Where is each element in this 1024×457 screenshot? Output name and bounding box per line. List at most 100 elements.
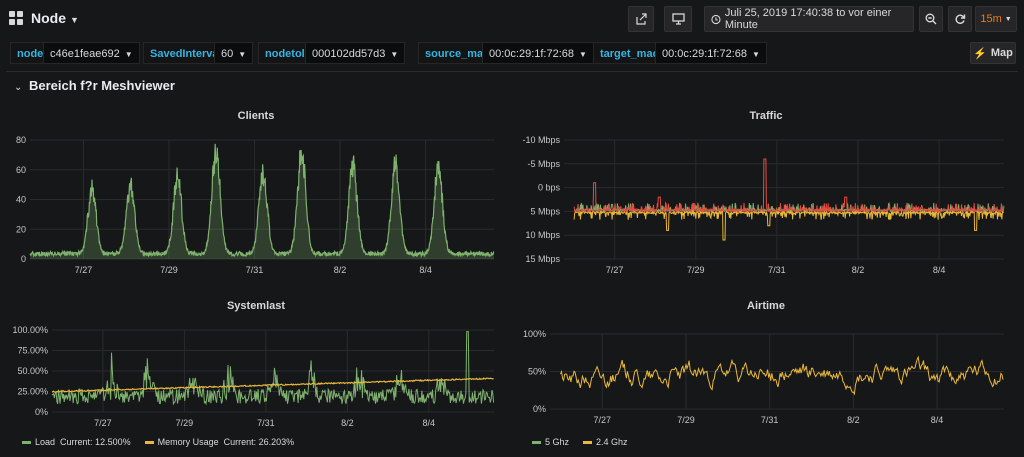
y-tick-label: 0% — [35, 407, 48, 417]
y-tick-label: 100% — [523, 329, 546, 339]
x-tick-label: 7/31 — [246, 265, 264, 275]
share-button[interactable] — [628, 6, 654, 32]
legend-item-5ghz[interactable]: 5 Ghz — [532, 437, 569, 447]
clock-icon — [711, 14, 721, 24]
share-icon — [636, 13, 647, 25]
x-tick-label: 8/2 — [847, 415, 860, 425]
time-range-label: Juli 25, 2019 17:40:38 to vor einer Minu… — [724, 7, 892, 31]
traffic-chart[interactable]: 15 Mbps 10 Mbps 5 Mbps 0 bps -5 Mbps -10 Mbps… — [514, 104, 1018, 284]
variable-select-nodetolink[interactable]: 000102dd57d3 ▼ — [305, 42, 406, 64]
clients-chart[interactable]: 0 20 40 60 80 7/27 7/29 7/31 8/2 8/4 — [6, 104, 506, 284]
legend-label: 5 Ghz — [545, 437, 570, 447]
legend-swatch — [144, 441, 154, 445]
variable-select-target-mac[interactable]: 00:0c:29:1f:72:68 ▼ — [655, 42, 767, 64]
legend-swatch — [22, 441, 31, 445]
refresh-icon — [955, 14, 966, 24]
x-tick-label: 8/4 — [931, 415, 944, 425]
y-tick-label: 0 bps — [538, 183, 561, 193]
x-tick-label: 8/2 — [852, 265, 865, 275]
x-tick-label: 7/29 — [160, 265, 178, 275]
top-navbar: Node ▼ Juli 25, 2019 17:40:38 to vor ein… — [0, 0, 1024, 38]
row-title[interactable]: Bereich f?r Meshviewer — [29, 78, 175, 93]
y-tick-label: 50.00% — [17, 366, 48, 376]
zoom-out-icon — [925, 13, 937, 25]
y-tick-label: 80 — [16, 135, 26, 145]
panel-traffic[interactable]: Traffic 15 Mbps 10 Mbps 5 Mbps 0 bps -5 Mbps… — [514, 104, 1018, 284]
chevron-down-icon[interactable]: ⌄ — [14, 82, 23, 93]
refresh-interval-picker[interactable]: 15m ▼ — [975, 6, 1017, 32]
x-tick-label: 7/31 — [257, 418, 275, 428]
clients-area — [30, 143, 494, 259]
variable-select-source-mac[interactable]: 00:0c:29:1f:72:68 ▼ — [482, 42, 594, 64]
x-tick-label: 7/29 — [687, 265, 705, 275]
x-tick-label: 8/2 — [341, 418, 354, 428]
monitor-icon — [671, 13, 685, 25]
x-tick-label: 7/27 — [94, 418, 112, 428]
y-tick-label: 50% — [528, 367, 546, 377]
apps-grid-icon[interactable] — [9, 11, 23, 25]
chevron-down-icon[interactable]: ▼ — [70, 15, 79, 25]
variable-value: 60 — [221, 48, 234, 60]
panel-title: Clients — [237, 110, 275, 122]
divider — [6, 71, 1018, 72]
chevron-down-icon: ▼ — [124, 50, 133, 59]
legend-item-load[interactable]: Load Current: 12.500% — [22, 437, 131, 447]
y-tick-label: 20 — [16, 224, 26, 234]
airtime-24ghz-line — [560, 355, 1004, 396]
legend-swatch — [583, 441, 593, 445]
variable-label-source-mac: source_mac — [418, 42, 497, 64]
time-range-picker[interactable]: Juli 25, 2019 17:40:38 to vor einer Minu… — [704, 6, 914, 32]
variable-value: 000102dd57d3 — [312, 48, 386, 60]
y-tick-label: 40 — [16, 195, 26, 205]
refresh-button[interactable] — [948, 6, 972, 32]
panel-title: Systemlast — [226, 300, 286, 312]
x-tick-label: 8/4 — [419, 265, 432, 275]
y-tick-label: 0 — [21, 254, 26, 264]
variables-bar: node c46e1feae692 ▼ SavedInterval 60 ▼ nod… — [0, 40, 1024, 66]
chevron-down-icon: ▼ — [238, 50, 247, 59]
variable-select-savedinterval[interactable]: 60 ▼ — [214, 42, 254, 64]
y-tick-label: 0% — [533, 404, 546, 414]
chevron-down-icon: ▼ — [752, 50, 760, 59]
systemlast-chart[interactable]: 0% 25.00% 50.00% 75.00% 100.00% 7/27 7/29 7/31 8… — [6, 294, 506, 434]
zoom-out-button[interactable] — [919, 6, 943, 32]
panel-clients[interactable]: Clients 0 20 40 60 80 7/27 7/29 7/31 8/2 8/4 — [6, 104, 506, 284]
load-line — [51, 331, 495, 406]
y-tick-label: 25.00% — [17, 387, 48, 397]
traffic-line-red — [573, 158, 1005, 214]
variable-label-node: node — [10, 42, 51, 64]
variable-value: c46e1feae692 — [50, 48, 120, 60]
legend-item-24ghz[interactable]: 2.4 Ghz — [583, 437, 628, 447]
chart-legend: Load Current: 12.500% Memory Usage Curre… — [22, 437, 294, 447]
map-link-button[interactable]: ⚡ Map — [970, 42, 1016, 64]
refresh-interval-label: 15m — [980, 13, 1002, 25]
y-tick-label: 15 Mbps — [525, 254, 560, 264]
x-tick-label: 7/29 — [176, 418, 194, 428]
y-tick-label: 75.00% — [17, 346, 48, 356]
memory-line — [51, 377, 494, 393]
y-tick-label: -10 Mbps — [522, 135, 560, 145]
x-tick-label: 7/31 — [768, 265, 786, 275]
x-tick-label: 7/31 — [761, 415, 779, 425]
variable-value: 00:0c:29:1f:72:68 — [662, 48, 748, 60]
chevron-down-icon: ▼ — [390, 50, 399, 59]
x-tick-label: 7/27 — [594, 415, 612, 425]
x-tick-label: 7/27 — [75, 265, 93, 275]
x-tick-label: 8/4 — [933, 265, 946, 275]
x-tick-label: 8/4 — [423, 418, 436, 428]
legend-item-memory[interactable]: Memory Usage Current: 26.203% — [144, 437, 294, 447]
legend-label: 2.4 Ghz — [596, 437, 628, 447]
bolt-icon: ⚡ — [973, 47, 987, 60]
x-tick-label: 7/29 — [677, 415, 695, 425]
legend-label: Memory Usage — [157, 437, 219, 447]
airtime-chart[interactable]: 0% 50% 100% 7/27 7/29 7/31 8/2 8/4 — [514, 294, 1018, 434]
panel-title: Traffic — [749, 110, 783, 122]
panel-airtime[interactable]: Airtime 0% 50% 100% 7/27 7/29 7/31 8/2 8/4 5 Gh… — [514, 294, 1018, 454]
variable-select-node[interactable]: c46e1feae692 ▼ — [43, 42, 140, 64]
traffic-line-yellow — [573, 209, 1005, 241]
tv-mode-button[interactable] — [664, 6, 692, 32]
dashboard-title[interactable]: Node — [31, 10, 66, 26]
legend-swatch — [532, 441, 541, 445]
panel-systemlast[interactable]: Systemlast 0% 25.00% 50.00% 75.00% 100.00% 7/… — [6, 294, 506, 454]
chart-legend: 5 Ghz 2.4 Ghz — [532, 437, 628, 447]
